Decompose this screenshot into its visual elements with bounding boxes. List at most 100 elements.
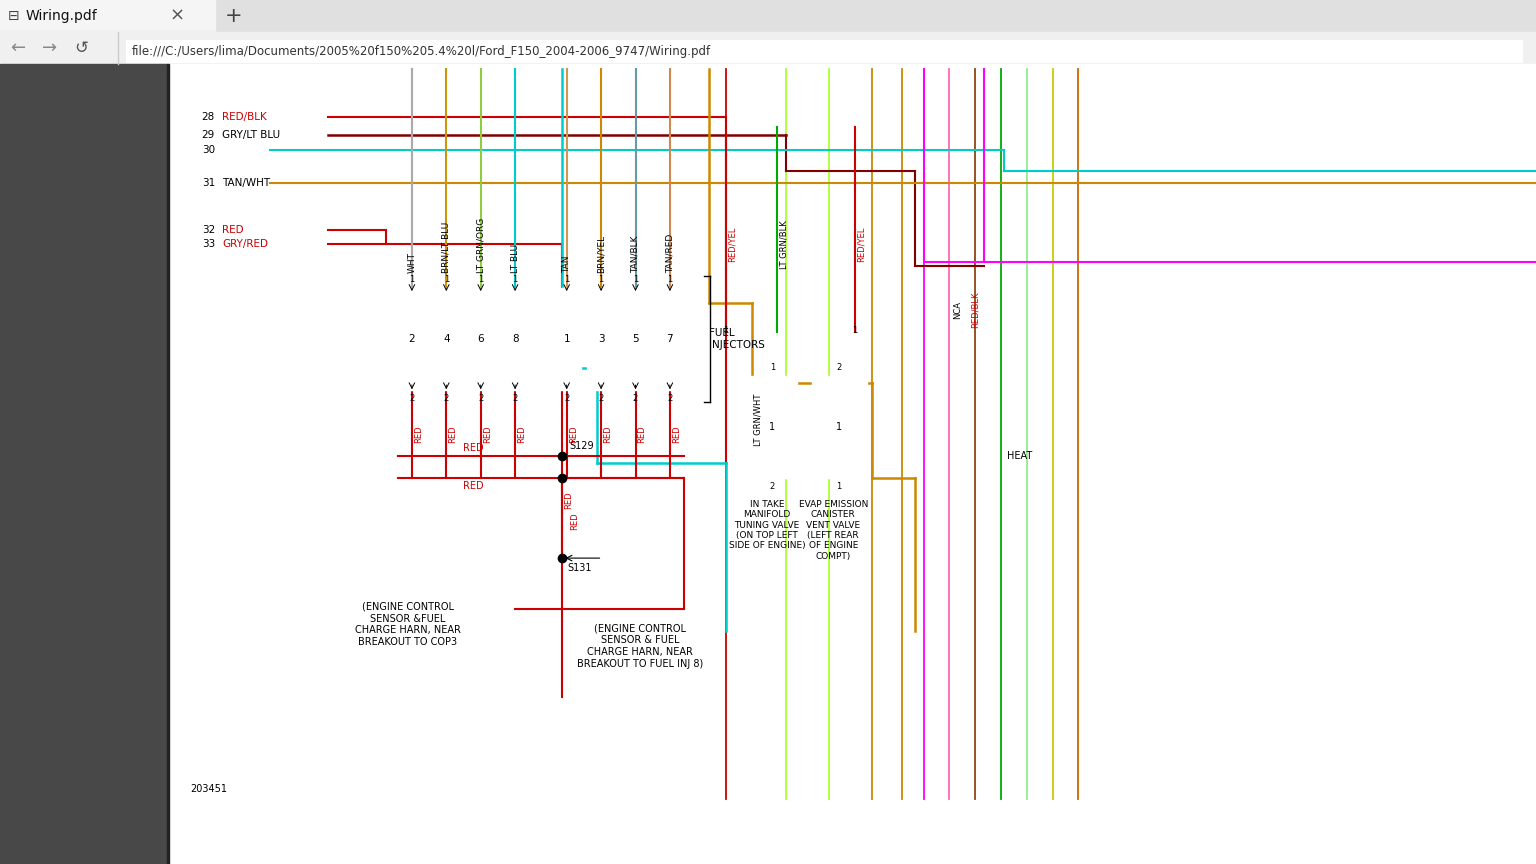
- Text: +: +: [224, 6, 243, 26]
- Text: 30: 30: [201, 145, 215, 155]
- Text: 29: 29: [201, 130, 215, 140]
- Text: 1: 1: [836, 422, 842, 432]
- Bar: [813, 376, 866, 478]
- Text: TAN/WHT: TAN/WHT: [223, 178, 270, 187]
- Bar: [0, 0, 1536, 32]
- Text: LT GRN/BLK: LT GRN/BLK: [779, 219, 788, 269]
- Text: →: →: [41, 39, 57, 57]
- Text: GRY/LT BLU: GRY/LT BLU: [223, 130, 280, 140]
- Text: BRN/LT BLU: BRN/LT BLU: [442, 222, 450, 273]
- Text: 1: 1: [444, 275, 449, 284]
- Bar: [126, 40, 1522, 62]
- Text: ×: ×: [170, 7, 186, 25]
- Text: 3: 3: [598, 334, 604, 344]
- Text: LT BLU: LT BLU: [510, 245, 519, 273]
- Text: 203451: 203451: [190, 784, 227, 794]
- Text: NCA: NCA: [954, 301, 963, 319]
- Text: 2: 2: [599, 394, 604, 403]
- Text: RED: RED: [482, 425, 492, 443]
- Bar: [622, 288, 650, 391]
- Text: RED: RED: [518, 425, 527, 443]
- Text: 2: 2: [444, 394, 449, 403]
- Bar: [748, 376, 797, 478]
- Bar: [467, 288, 495, 391]
- Text: RED/BLK: RED/BLK: [971, 292, 980, 328]
- Text: 2: 2: [409, 334, 415, 344]
- Bar: [169, 64, 1536, 864]
- Text: RED: RED: [464, 480, 484, 491]
- Text: 2: 2: [478, 394, 484, 403]
- Bar: [0, 32, 1536, 64]
- Text: 2: 2: [836, 363, 842, 372]
- Text: RED: RED: [604, 425, 613, 443]
- Text: 1: 1: [564, 275, 570, 284]
- Text: RED: RED: [637, 425, 647, 443]
- Text: 1: 1: [852, 326, 857, 335]
- Text: 1: 1: [836, 482, 842, 491]
- Text: 1: 1: [599, 275, 604, 284]
- Text: RED/YEL: RED/YEL: [857, 226, 866, 262]
- Text: RED: RED: [564, 491, 573, 509]
- Text: GRY/RED: GRY/RED: [223, 239, 267, 249]
- Text: 31: 31: [201, 178, 215, 187]
- Text: BRN/YEL: BRN/YEL: [596, 235, 605, 273]
- Text: WHT: WHT: [407, 252, 416, 273]
- Text: ⊟: ⊟: [8, 9, 20, 23]
- Text: RED: RED: [671, 425, 680, 443]
- Text: 1: 1: [723, 326, 728, 335]
- Text: RED: RED: [570, 513, 579, 530]
- Text: 8: 8: [511, 334, 519, 344]
- Text: S129: S129: [570, 441, 594, 451]
- Text: 1: 1: [564, 334, 570, 344]
- Text: TAN/BLK: TAN/BLK: [631, 236, 641, 273]
- Text: FUEL
INJECTORS: FUEL INJECTORS: [708, 328, 765, 350]
- Bar: [553, 288, 581, 391]
- Bar: [587, 288, 614, 391]
- Text: (ENGINE CONTROL
SENSOR & FUEL
CHARGE HARN, NEAR
BREAKOUT TO FUEL INJ 8): (ENGINE CONTROL SENSOR & FUEL CHARGE HAR…: [576, 624, 703, 669]
- Text: 2: 2: [770, 482, 776, 491]
- Text: TAN: TAN: [562, 256, 571, 273]
- Text: RED: RED: [413, 425, 422, 443]
- Text: S131: S131: [567, 563, 591, 573]
- Text: LT GRN/ORG: LT GRN/ORG: [476, 218, 485, 273]
- Text: HEAT: HEAT: [1008, 451, 1032, 461]
- Text: Wiring.pdf: Wiring.pdf: [26, 9, 98, 23]
- Text: RED: RED: [449, 425, 458, 443]
- Bar: [432, 288, 461, 391]
- Text: file:///C:/Users/lima/Documents/2005%20f150%205.4%20l/Ford_F150_2004-2006_9747/W: file:///C:/Users/lima/Documents/2005%20f…: [132, 45, 711, 58]
- Text: 1: 1: [409, 275, 415, 284]
- Bar: [0, 30, 215, 34]
- Text: EVAP EMISSION
CANISTER
VENT VALVE
(LEFT REAR
OF ENGINE
COMPT): EVAP EMISSION CANISTER VENT VALVE (LEFT …: [799, 499, 868, 561]
- Text: 28: 28: [201, 112, 215, 122]
- Text: RED/YEL: RED/YEL: [728, 226, 737, 262]
- Text: 1: 1: [513, 275, 518, 284]
- Text: 5: 5: [633, 334, 639, 344]
- Bar: [167, 64, 169, 864]
- Text: 2: 2: [667, 394, 673, 403]
- Text: RED: RED: [568, 425, 578, 443]
- Bar: [0, 0, 215, 32]
- Text: TAN/RED: TAN/RED: [665, 234, 674, 273]
- Text: 1: 1: [770, 363, 776, 372]
- Text: 1: 1: [633, 275, 637, 284]
- Text: ←: ←: [11, 39, 25, 57]
- Text: 2: 2: [633, 394, 637, 403]
- Text: 4: 4: [442, 334, 450, 344]
- Bar: [0, 64, 167, 864]
- Text: 7: 7: [667, 334, 673, 344]
- Text: 1: 1: [478, 275, 484, 284]
- Text: RED/BLK: RED/BLK: [223, 112, 267, 122]
- Text: 1: 1: [667, 275, 673, 284]
- Text: RED: RED: [223, 225, 244, 235]
- Text: 32: 32: [201, 225, 215, 235]
- Text: ↺: ↺: [74, 39, 88, 57]
- Text: 2: 2: [513, 394, 518, 403]
- Text: RED: RED: [464, 443, 484, 453]
- Bar: [398, 288, 425, 391]
- Text: 2: 2: [564, 394, 570, 403]
- Text: 1: 1: [770, 422, 776, 432]
- Text: 2: 2: [409, 394, 415, 403]
- Bar: [656, 288, 684, 391]
- Text: IN TAKE
MANIFOLD
TUNING VALVE
(ON TOP LEFT
SIDE OF ENGINE): IN TAKE MANIFOLD TUNING VALVE (ON TOP LE…: [728, 499, 805, 550]
- Bar: [501, 288, 528, 391]
